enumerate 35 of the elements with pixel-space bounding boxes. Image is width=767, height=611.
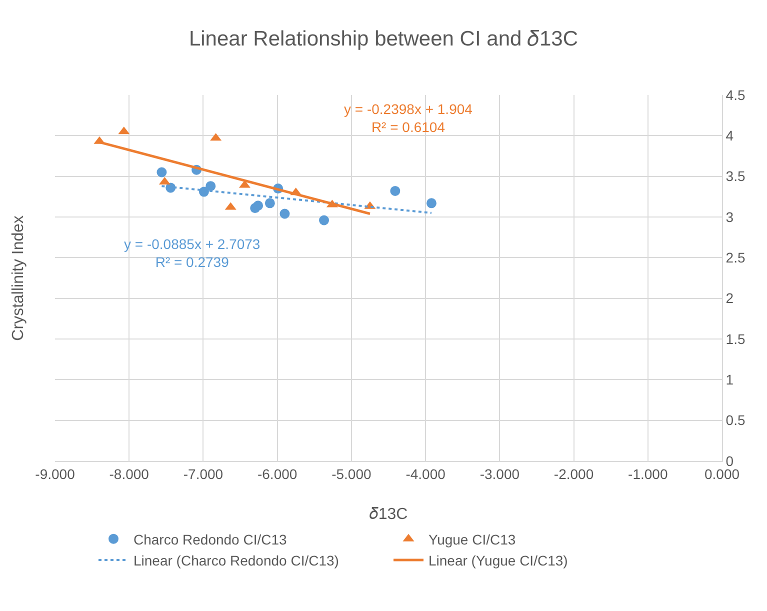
x-tick-label: -6.000 <box>257 466 298 482</box>
y-tick-label: 3.5 <box>726 168 746 184</box>
y-axis-title: Crystallinity Index <box>10 215 27 341</box>
y-tick-label: 1.5 <box>726 330 746 347</box>
x-tick-label: -8.000 <box>109 466 150 482</box>
x-tick-label: -5.000 <box>332 466 372 482</box>
legend-label: Linear (Yugue CI/C13) <box>428 552 568 568</box>
y-tick-label: 4.5 <box>726 86 746 103</box>
x-tick-label: -2.000 <box>554 466 594 482</box>
legend-label: Charco Redondo CI/C13 <box>134 531 288 548</box>
point <box>253 200 264 211</box>
x-axis-title: 𝛿13C <box>369 506 408 523</box>
annotation: y = -0.2398x + 1.904 R² = 0.6104 <box>344 101 473 136</box>
y-tick-label: 2.5 <box>726 250 746 266</box>
annotation: y = -0.0885x + 2.7073 R² = 0.2739 <box>124 236 260 270</box>
x-tick-label: -9.000 <box>35 466 76 482</box>
x-tick-label: -4.000 <box>406 466 446 482</box>
x-tick-label: -3.000 <box>480 466 520 482</box>
x-tick-label: -1.000 <box>628 466 668 482</box>
chart-title: Linear Relationship between CI and 𝛿13C <box>188 27 578 50</box>
legend-label: Yugue CI/C13 <box>428 531 516 548</box>
point <box>280 208 290 219</box>
x-tick-label: -7.000 <box>183 466 224 482</box>
y-tick-label: 2 <box>726 290 734 306</box>
y-tick-label: 0.5 <box>726 412 746 428</box>
legend-label: Linear (Charco Redondo CI/C13) <box>134 552 339 568</box>
point <box>319 215 330 226</box>
y-tick-label: 4 <box>726 128 734 144</box>
point <box>206 181 216 192</box>
y-tick-label: 3 <box>726 208 734 225</box>
point <box>390 186 400 196</box>
y-tick-label: 1 <box>726 372 734 388</box>
point <box>156 167 167 178</box>
point <box>426 198 436 208</box>
point <box>264 198 275 208</box>
